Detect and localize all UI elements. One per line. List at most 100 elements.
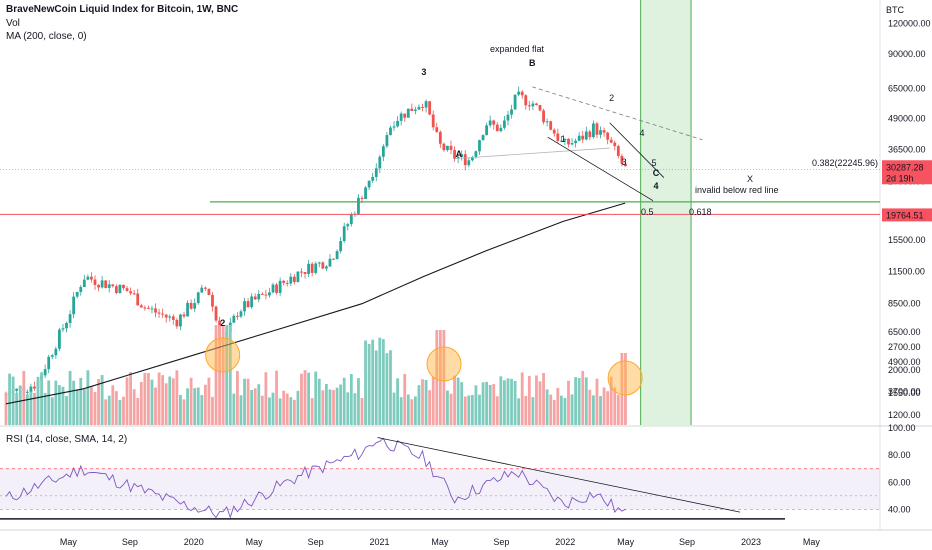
candle-body [114, 286, 118, 293]
candle-body [136, 293, 140, 306]
rsi-indicator-label[interactable]: RSI (14, close, SMA, 14, 2) [6, 434, 128, 445]
candle-body [268, 292, 271, 296]
volume-bar [417, 385, 421, 425]
trendline-a [454, 147, 610, 159]
candle-body [186, 302, 189, 317]
volume-bar [250, 389, 254, 425]
rsi-tick-label: 40.00 [888, 504, 911, 514]
chart-title: BraveNewCoin Liquid Index for Bitcoin, 1… [6, 4, 239, 15]
volume-tick-label: 2700.00 [888, 342, 921, 352]
candle-body [396, 120, 400, 127]
volume-bar [196, 387, 200, 425]
candle-body [314, 263, 318, 273]
volume-bar [282, 390, 286, 425]
candle-body [129, 291, 133, 294]
candle-body [33, 386, 36, 389]
candle-body [620, 155, 624, 164]
volume-bar [616, 394, 620, 425]
rsi-tick-label: 60.00 [888, 477, 911, 487]
candle-body [325, 266, 328, 269]
volume-bar [93, 392, 97, 425]
candle-body [54, 348, 58, 356]
candle-body [104, 280, 108, 288]
candle-body [488, 120, 492, 126]
volume-bar [602, 387, 606, 425]
candle-body [624, 163, 627, 167]
volume-bar [396, 378, 400, 425]
candle-body [364, 187, 367, 200]
volume-bar [317, 378, 321, 425]
price-tick-label: 8500.00 [888, 299, 921, 309]
candle-body [392, 126, 396, 128]
price-tick-label: 3700.00 [888, 387, 921, 397]
volume-bar [68, 370, 72, 425]
candle-body [203, 287, 207, 289]
volume-bar [357, 378, 360, 425]
wedge-upper [609, 122, 665, 178]
volume-bar [574, 377, 578, 425]
vol-indicator-label[interactable]: Vol [6, 18, 20, 29]
volume-bar [481, 382, 485, 425]
candle-body [374, 168, 378, 177]
time-tick-label: 2020 [184, 537, 204, 547]
volume-bar [339, 384, 343, 425]
time-tick-label: 2022 [555, 537, 575, 547]
time-tick-label: May [246, 537, 264, 547]
volume-bar [292, 399, 296, 425]
volume-bar [232, 393, 236, 425]
candle-body [150, 308, 154, 310]
ma-indicator-label[interactable]: MA (200, close, 0) [6, 31, 87, 42]
candle-body [389, 127, 392, 136]
volume-bar [43, 392, 47, 425]
candle-body [182, 314, 186, 317]
candle-body [381, 146, 385, 157]
candle-body [349, 214, 353, 225]
candle-body [339, 241, 343, 252]
candle-body [403, 113, 407, 118]
volume-bar [36, 376, 40, 425]
volume-bar [410, 399, 414, 425]
ma-200-line [5, 202, 626, 405]
candle-body [410, 108, 414, 111]
candle-body [581, 135, 585, 140]
volume-bar [4, 392, 8, 425]
candle-body [239, 311, 243, 317]
candle-body [492, 120, 496, 125]
candle-body [474, 151, 478, 158]
volume-bar [15, 392, 19, 425]
candle-body [168, 316, 172, 318]
candle-body [246, 301, 250, 308]
volume-bar [260, 395, 264, 425]
wave-annotation: 4 [653, 181, 658, 191]
volume-bar [164, 383, 168, 425]
volume-bar [335, 387, 339, 425]
volume-bar [193, 388, 197, 425]
candle-body [232, 315, 236, 323]
volume-bar [406, 394, 410, 425]
candle-body [538, 104, 542, 111]
candle-body [399, 113, 403, 121]
volume-bar [72, 380, 76, 425]
candle-body [385, 135, 389, 147]
candle-body [424, 101, 428, 108]
volume-bar [58, 385, 61, 425]
candle-body [196, 292, 200, 304]
candle-body [43, 369, 47, 376]
candle-body [346, 224, 350, 227]
candle-body [214, 306, 218, 321]
volume-bar [65, 396, 68, 425]
candle-body [207, 288, 211, 295]
volume-bar [111, 385, 115, 425]
volume-bar [588, 389, 592, 425]
candle-body [531, 103, 535, 107]
candle-body [100, 280, 104, 288]
volume-bar [253, 388, 257, 425]
volume-bar [349, 374, 353, 425]
time-tick-label: Sep [679, 537, 695, 547]
volume-bar [143, 372, 147, 425]
price-tick-label: 6500.00 [888, 327, 921, 337]
candle-body [613, 142, 617, 147]
candle-body [446, 145, 449, 151]
volume-bar [175, 370, 179, 425]
